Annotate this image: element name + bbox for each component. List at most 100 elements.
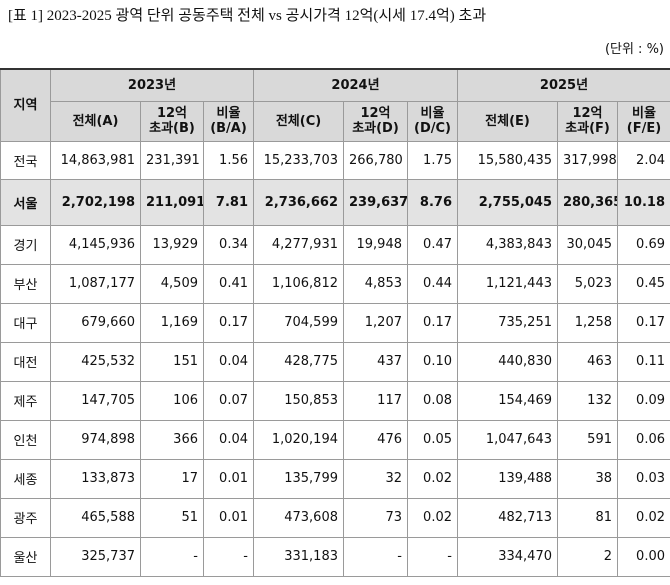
value-cell: 704,599 xyxy=(253,302,344,343)
value-cell: 2,736,662 xyxy=(253,178,344,226)
header-row: 지역 2023년 2024년 2025년 xyxy=(0,68,670,142)
table-row: 인천 974,898 366 0.04 1,020,194 476 0.05 1,047,64… xyxy=(0,419,670,460)
value-cell: 106 xyxy=(140,380,204,421)
column-header: 12억 초과(D) xyxy=(343,100,408,142)
year-header: 2025년 xyxy=(457,68,670,102)
value-cell: 1,207 xyxy=(343,302,408,343)
value-cell: 139,488 xyxy=(457,458,558,499)
value-cell: 317,998 xyxy=(557,140,618,180)
value-cell: 4,853 xyxy=(343,263,408,304)
table-row: 경기 4,145,936 13,929 0.34 4,277,931 19,948 0.47… xyxy=(0,224,670,265)
column-header: 12억 초과(B) xyxy=(140,100,204,142)
value-cell: 1,106,812 xyxy=(253,263,344,304)
value-cell: 325,737 xyxy=(50,536,141,577)
column-header: 12억 초과(F) xyxy=(557,100,618,142)
value-cell: 0.00 xyxy=(617,536,670,577)
region-cell: 세종 xyxy=(0,458,51,499)
value-cell: 19,948 xyxy=(343,224,408,265)
column-header: 비율 (B/A) xyxy=(203,100,254,142)
column-header: 전체(E) xyxy=(457,100,558,142)
value-cell: 0.11 xyxy=(617,341,670,382)
value-cell: 0.06 xyxy=(617,419,670,460)
value-cell: 0.34 xyxy=(203,224,254,265)
value-cell: 135,799 xyxy=(253,458,344,499)
region-cell: 광주 xyxy=(0,497,51,538)
table-row: 서울 2,702,198 211,091 7.81 2,736,662 239,637 8.… xyxy=(0,178,670,226)
value-cell: 0.07 xyxy=(203,380,254,421)
table-row: 부산 1,087,177 4,509 0.41 1,106,812 4,853 0.44 1,… xyxy=(0,263,670,304)
value-cell: 334,470 xyxy=(457,536,558,577)
value-cell: 4,277,931 xyxy=(253,224,344,265)
value-cell: 0.17 xyxy=(407,302,458,343)
data-table: 지역 2023년 2024년 2025년 전체(A) 12억 초과(B) 비율 (B/A… xyxy=(0,68,670,577)
value-cell: 4,145,936 xyxy=(50,224,141,265)
value-cell: 81 xyxy=(557,497,618,538)
value-cell: 280,365 xyxy=(557,178,618,226)
region-cell: 대전 xyxy=(0,341,51,382)
value-cell: 0.04 xyxy=(203,419,254,460)
table-title: [표 1] 2023-2025 광역 단위 공동주택 전체 vs 공시가격 12… xyxy=(8,8,487,24)
value-cell: 0.03 xyxy=(617,458,670,499)
column-header: 전체(A) xyxy=(50,100,141,142)
value-cell: 2.04 xyxy=(617,140,670,180)
value-cell: 482,713 xyxy=(457,497,558,538)
value-cell: 0.01 xyxy=(203,497,254,538)
value-cell: 437 xyxy=(343,341,408,382)
value-cell: 0.05 xyxy=(407,419,458,460)
value-cell: 4,509 xyxy=(140,263,204,304)
value-cell: 0.02 xyxy=(407,497,458,538)
value-cell: 154,469 xyxy=(457,380,558,421)
region-cell: 서울 xyxy=(0,178,51,226)
value-cell: 14,863,981 xyxy=(50,140,141,180)
value-cell: 476 xyxy=(343,419,408,460)
value-cell: 0.04 xyxy=(203,341,254,382)
value-cell: 30,045 xyxy=(557,224,618,265)
value-cell: 13,929 xyxy=(140,224,204,265)
region-cell: 제주 xyxy=(0,380,51,421)
value-cell: 2,702,198 xyxy=(50,178,141,226)
value-cell: 132 xyxy=(557,380,618,421)
table-row: 전국 14,863,981 231,391 1.56 15,233,703 266,780… xyxy=(0,140,670,180)
table-row: 대전 425,532 151 0.04 428,775 437 0.10 440,830 463… xyxy=(0,341,670,382)
value-cell: 0.41 xyxy=(203,263,254,304)
value-cell: 15,580,435 xyxy=(457,140,558,180)
value-cell: - xyxy=(407,536,458,577)
value-cell: 8.76 xyxy=(407,178,458,226)
value-cell: 735,251 xyxy=(457,302,558,343)
value-cell: 1.75 xyxy=(407,140,458,180)
value-cell: 1,258 xyxy=(557,302,618,343)
value-cell: 428,775 xyxy=(253,341,344,382)
value-cell: 473,608 xyxy=(253,497,344,538)
value-cell: 465,588 xyxy=(50,497,141,538)
table-row: 대구 679,660 1,169 0.17 704,599 1,207 0.17 735,25… xyxy=(0,302,670,343)
value-cell: 151 xyxy=(140,341,204,382)
value-cell: 73 xyxy=(343,497,408,538)
value-cell: 17 xyxy=(140,458,204,499)
region-cell: 전국 xyxy=(0,140,51,180)
value-cell: - xyxy=(343,536,408,577)
value-cell: 0.44 xyxy=(407,263,458,304)
value-cell: 239,637 xyxy=(343,178,408,226)
value-cell: 0.02 xyxy=(617,497,670,538)
table-row: 제주 147,705 106 0.07 150,853 117 0.08 154,469 132… xyxy=(0,380,670,421)
region-cell: 울산 xyxy=(0,536,51,577)
region-cell: 부산 xyxy=(0,263,51,304)
region-cell: 경기 xyxy=(0,224,51,265)
value-cell: 147,705 xyxy=(50,380,141,421)
unit-note: (단위 : %) xyxy=(604,42,664,57)
value-cell: 425,532 xyxy=(50,341,141,382)
value-cell: 32 xyxy=(343,458,408,499)
value-cell: 1.56 xyxy=(203,140,254,180)
table-row: 세종 133,873 17 0.01 135,799 32 0.02 139,488 38 0.0… xyxy=(0,458,670,499)
value-cell: 0.45 xyxy=(617,263,670,304)
value-cell: 0.02 xyxy=(407,458,458,499)
value-cell: 1,087,177 xyxy=(50,263,141,304)
value-cell: 366 xyxy=(140,419,204,460)
region-header: 지역 xyxy=(0,68,51,142)
column-header: 전체(C) xyxy=(253,100,344,142)
value-cell: 0.10 xyxy=(407,341,458,382)
value-cell: 211,091 xyxy=(140,178,204,226)
year-header: 2024년 xyxy=(253,68,458,102)
column-header: 비율 (D/C) xyxy=(407,100,458,142)
value-cell: 133,873 xyxy=(50,458,141,499)
